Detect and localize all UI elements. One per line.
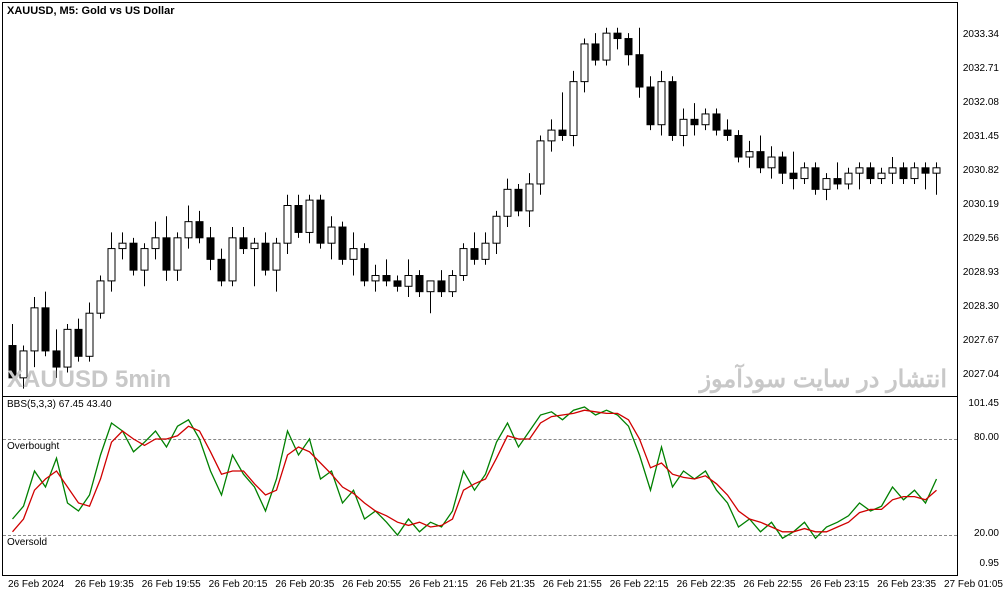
indicator-y-axis: 0.9520.0080.00101.45	[960, 396, 1003, 576]
price-y-axis: 2027.042027.672028.302028.932029.562030.…	[960, 2, 1003, 397]
watermark-symbol: XAUUSD 5min	[7, 366, 171, 394]
time-x-axis: 26 Feb 202426 Feb 19:3526 Feb 19:5526 Fe…	[2, 577, 958, 601]
watermark-source: انتشار در سایت سودآموز	[699, 365, 947, 394]
indicator-lines	[3, 397, 959, 577]
price-chart-panel[interactable]: XAUUSD, M5: Gold vs US Dollar XAUUSD 5mi…	[2, 2, 958, 397]
indicator-panel[interactable]: BBS(5,3,3) 67.45 43.40 Overbought Overso…	[2, 396, 958, 576]
candlestick-chart	[3, 3, 959, 398]
